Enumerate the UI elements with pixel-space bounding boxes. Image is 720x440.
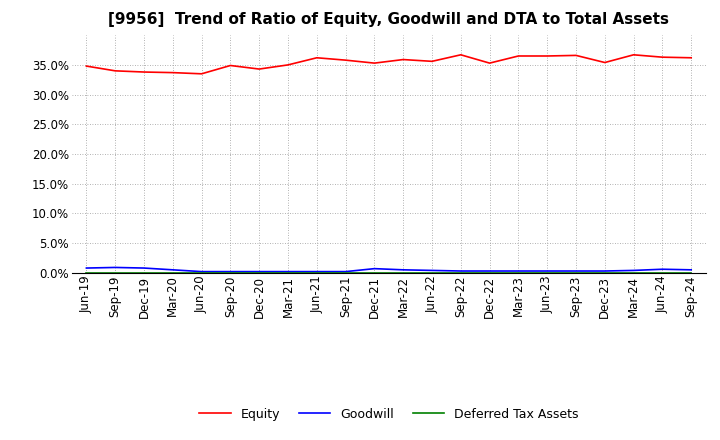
Deferred Tax Assets <box>600 270 609 275</box>
Title: [9956]  Trend of Ratio of Equity, Goodwill and DTA to Total Assets: [9956] Trend of Ratio of Equity, Goodwil… <box>108 12 670 27</box>
Goodwill <box>370 266 379 271</box>
Equity <box>312 55 321 60</box>
Goodwill <box>140 265 148 271</box>
Goodwill <box>687 267 696 272</box>
Line: Goodwill: Goodwill <box>86 268 691 271</box>
Equity <box>687 55 696 60</box>
Deferred Tax Assets <box>284 270 292 275</box>
Goodwill <box>600 268 609 274</box>
Equity <box>197 71 206 77</box>
Deferred Tax Assets <box>456 270 465 275</box>
Deferred Tax Assets <box>197 270 206 275</box>
Goodwill <box>456 268 465 274</box>
Deferred Tax Assets <box>370 270 379 275</box>
Equity <box>428 59 436 64</box>
Goodwill <box>111 265 120 270</box>
Goodwill <box>312 269 321 274</box>
Equity <box>226 63 235 68</box>
Goodwill <box>168 267 177 272</box>
Line: Equity: Equity <box>86 55 691 74</box>
Equity <box>600 60 609 65</box>
Equity <box>284 62 292 67</box>
Goodwill <box>82 265 91 271</box>
Goodwill <box>428 268 436 273</box>
Deferred Tax Assets <box>629 270 638 275</box>
Deferred Tax Assets <box>140 270 148 275</box>
Goodwill <box>629 268 638 273</box>
Deferred Tax Assets <box>341 270 350 275</box>
Deferred Tax Assets <box>485 270 494 275</box>
Equity <box>341 58 350 63</box>
Goodwill <box>255 269 264 274</box>
Deferred Tax Assets <box>658 270 667 275</box>
Legend: Equity, Goodwill, Deferred Tax Assets: Equity, Goodwill, Deferred Tax Assets <box>194 403 583 425</box>
Equity <box>658 55 667 60</box>
Goodwill <box>197 269 206 274</box>
Goodwill <box>226 269 235 274</box>
Goodwill <box>543 268 552 274</box>
Equity <box>82 63 91 69</box>
Equity <box>370 60 379 66</box>
Deferred Tax Assets <box>82 270 91 275</box>
Deferred Tax Assets <box>428 270 436 275</box>
Deferred Tax Assets <box>399 270 408 275</box>
Equity <box>140 70 148 75</box>
Equity <box>456 52 465 58</box>
Deferred Tax Assets <box>687 270 696 275</box>
Deferred Tax Assets <box>255 270 264 275</box>
Equity <box>399 57 408 62</box>
Goodwill <box>485 268 494 274</box>
Equity <box>514 53 523 59</box>
Deferred Tax Assets <box>514 270 523 275</box>
Equity <box>543 53 552 59</box>
Equity <box>485 60 494 66</box>
Goodwill <box>514 268 523 274</box>
Deferred Tax Assets <box>226 270 235 275</box>
Goodwill <box>658 267 667 272</box>
Goodwill <box>399 267 408 272</box>
Deferred Tax Assets <box>312 270 321 275</box>
Goodwill <box>284 269 292 274</box>
Equity <box>168 70 177 75</box>
Goodwill <box>572 268 580 274</box>
Deferred Tax Assets <box>572 270 580 275</box>
Equity <box>572 53 580 58</box>
Equity <box>255 66 264 72</box>
Equity <box>111 68 120 73</box>
Equity <box>629 52 638 58</box>
Deferred Tax Assets <box>168 270 177 275</box>
Goodwill <box>341 269 350 274</box>
Deferred Tax Assets <box>111 270 120 275</box>
Deferred Tax Assets <box>543 270 552 275</box>
